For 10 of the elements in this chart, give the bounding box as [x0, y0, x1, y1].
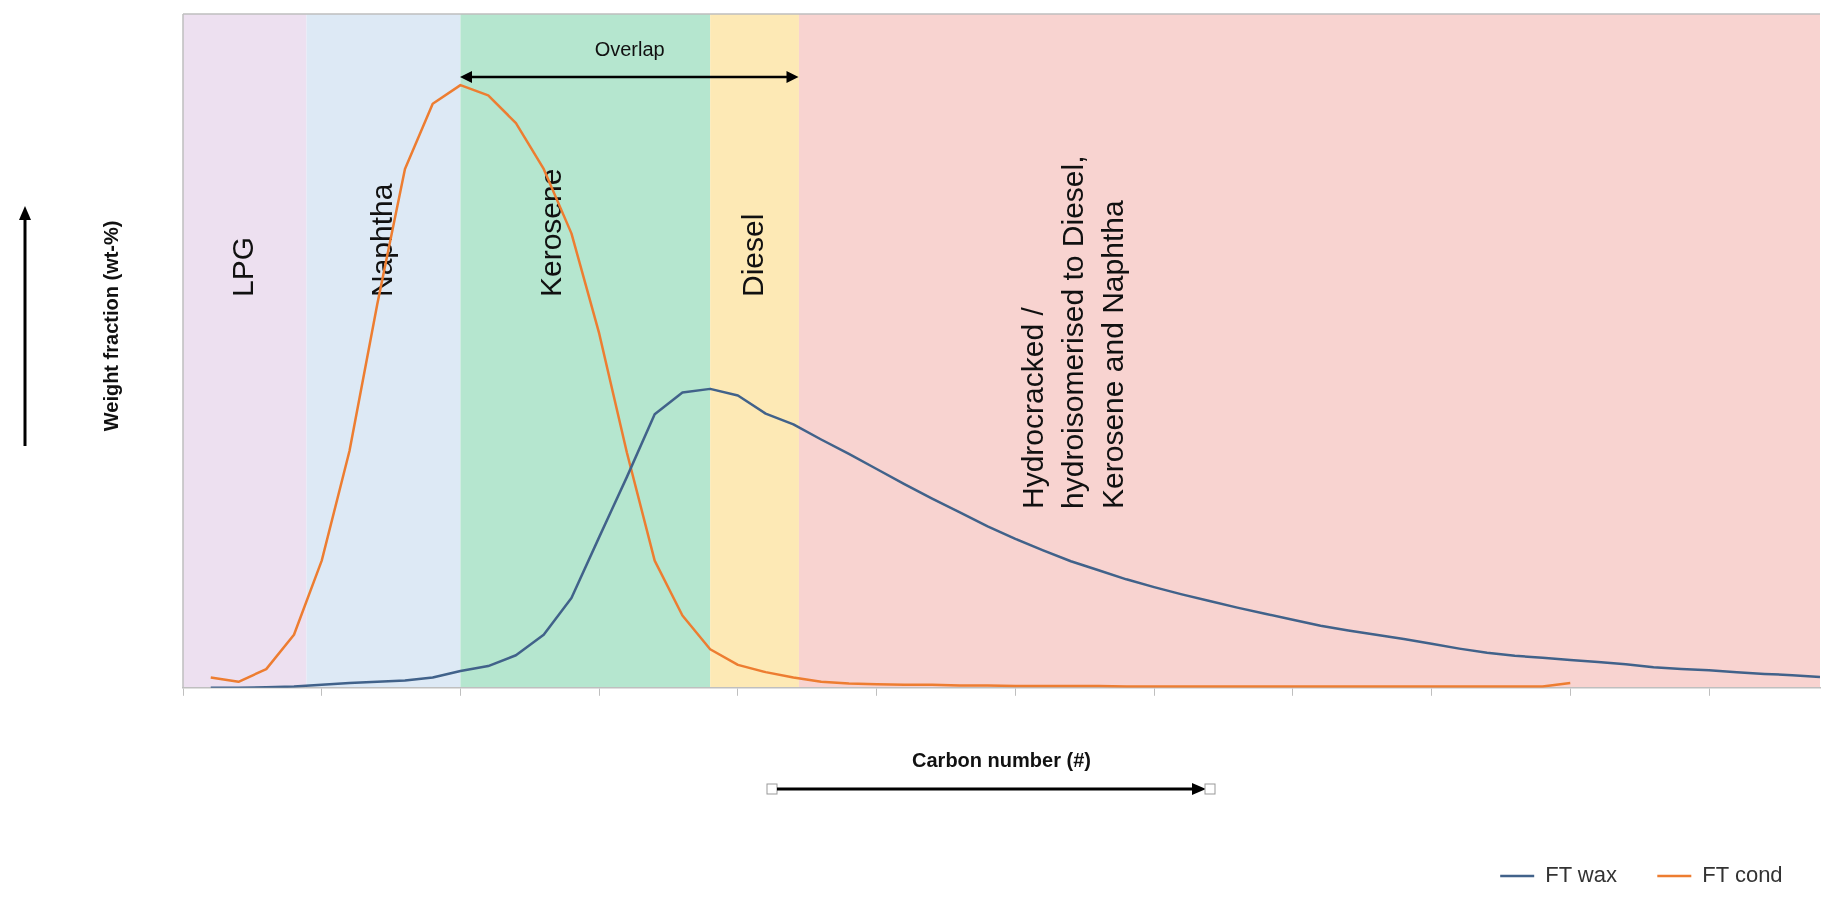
- annotation: Kerosene: [533, 168, 567, 297]
- legend-label: FT cond: [1702, 862, 1783, 888]
- y-axis-title: Weight fraction (wt-%): [99, 220, 122, 432]
- x-axis-title: Carbon number (#): [912, 748, 1091, 771]
- annotation: Hydrocracked / hydroisomerised to Diesel, Kerosene and Naphtha: [1016, 155, 1130, 509]
- annotation: Naphtha: [364, 183, 398, 297]
- annotation: LPG: [226, 236, 259, 297]
- legend-label: FT wax: [1545, 862, 1617, 888]
- text: Overlap: [593, 38, 666, 61]
- annotation: Diesel: [735, 213, 769, 297]
